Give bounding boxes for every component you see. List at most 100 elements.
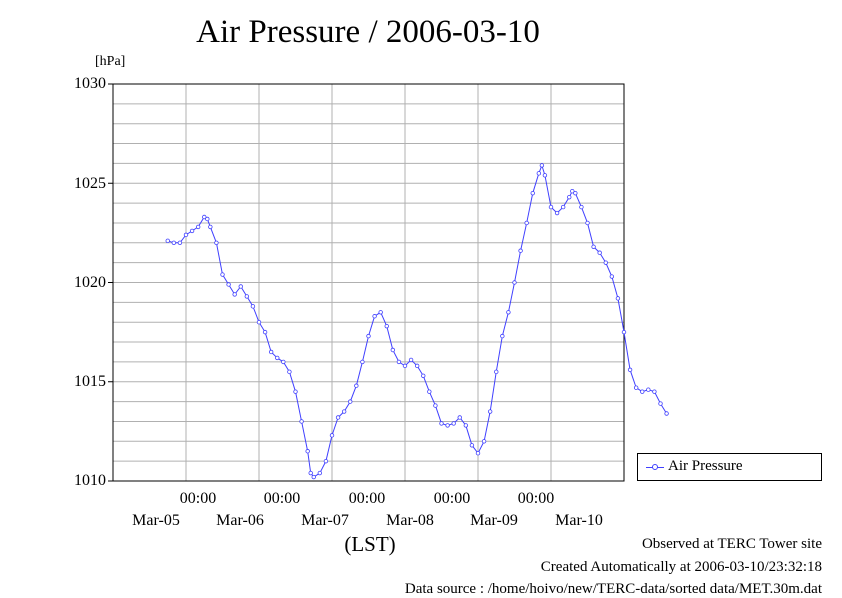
data-point (348, 399, 353, 404)
chart-title: Air Pressure / 2006-03-10 (196, 14, 540, 50)
x-axis-label: (LST) (344, 532, 396, 556)
data-point (256, 320, 262, 325)
x-tick-time-label: 00:00 (263, 490, 301, 507)
data-point (268, 349, 274, 355)
y-axis-unit: [hPa] (95, 54, 126, 69)
data-point (481, 439, 487, 444)
x-tick-date-label: Mar-06 (216, 512, 264, 529)
data-point (195, 224, 201, 230)
x-tick-date-label: Mar-08 (386, 512, 434, 529)
data-point (664, 411, 669, 416)
footer-created: Created Automatically at 2006-03-10/23:3… (540, 559, 822, 575)
data-point (341, 409, 347, 414)
data-point (573, 190, 578, 196)
data-point (585, 220, 590, 226)
data-point (536, 171, 542, 176)
data-point (518, 248, 523, 253)
data-point (524, 220, 529, 226)
data-point (652, 389, 657, 394)
data-point (402, 363, 408, 369)
data-point (165, 238, 170, 244)
data-point (512, 280, 517, 285)
data-point (171, 240, 177, 245)
y-tick-label: 1015 (74, 373, 106, 390)
data-point (299, 419, 304, 424)
data-point (329, 433, 335, 438)
data-point (560, 204, 566, 210)
data-point (451, 421, 456, 426)
data-point (244, 294, 250, 299)
data-point (354, 383, 359, 388)
x-tick-date-label: Mar-07 (301, 512, 349, 529)
data-point (202, 214, 207, 220)
data-point (232, 292, 237, 297)
data-point (305, 449, 310, 454)
series-line (167, 163, 668, 478)
data-point (439, 421, 444, 426)
data-point (177, 240, 183, 245)
data-point (487, 409, 493, 414)
data-point (530, 190, 535, 196)
data-point (633, 385, 639, 390)
data-point (627, 367, 633, 373)
data-point (281, 359, 286, 365)
data-point (567, 194, 572, 200)
x-tick-time-label: 00:00 (517, 490, 555, 507)
data-point (275, 355, 280, 361)
data-point (579, 204, 584, 210)
legend-label: Air Pressure (668, 458, 743, 474)
data-point (494, 369, 499, 375)
data-point (475, 451, 481, 456)
footer-source: Data source : /home/hoivo/new/TERC-data/… (404, 581, 822, 597)
data-point (390, 347, 396, 353)
data-point (293, 389, 298, 394)
data-point (463, 423, 469, 428)
data-point (208, 224, 213, 230)
legend-marker-swatch (652, 464, 658, 470)
y-tick-label: 1020 (74, 274, 106, 291)
data-point (500, 333, 505, 339)
data-point (433, 403, 438, 408)
data-point (615, 296, 621, 301)
data-point (250, 304, 256, 309)
data-point (603, 260, 608, 265)
data-point (427, 389, 432, 394)
data-point (658, 401, 663, 406)
data-point (308, 470, 313, 476)
data-point (421, 373, 426, 378)
data-point (323, 458, 329, 464)
data-point (262, 329, 268, 335)
data-point (238, 284, 243, 289)
data-point (506, 310, 511, 315)
y-tick-label: 1010 (74, 472, 106, 489)
data-point (646, 387, 651, 392)
data-point (317, 470, 323, 476)
x-tick-date-label: Mar-10 (555, 512, 603, 529)
data-point (372, 314, 377, 319)
data-point (640, 389, 645, 394)
x-tick-date-label: Mar-09 (470, 512, 518, 529)
data-point (360, 359, 365, 365)
x-tick-date-label: Mar-05 (132, 512, 180, 529)
data-point (384, 323, 389, 329)
y-tick-label: 1025 (74, 175, 106, 192)
legend: Air Pressure (637, 453, 822, 481)
data-point (205, 216, 210, 222)
data-point (396, 359, 402, 365)
data-point (366, 333, 371, 339)
data-point (311, 474, 316, 480)
data-point (287, 369, 292, 375)
data-point (220, 272, 225, 277)
data-point (378, 310, 383, 315)
data-point (183, 232, 189, 238)
data-point (591, 244, 596, 249)
data-point (621, 329, 627, 335)
data-point (226, 282, 231, 287)
x-tick-time-label: 00:00 (179, 490, 217, 507)
data-point (189, 228, 195, 234)
data-point (214, 240, 219, 245)
data-point (414, 363, 420, 369)
data-point (539, 163, 545, 168)
data-point (548, 204, 554, 210)
